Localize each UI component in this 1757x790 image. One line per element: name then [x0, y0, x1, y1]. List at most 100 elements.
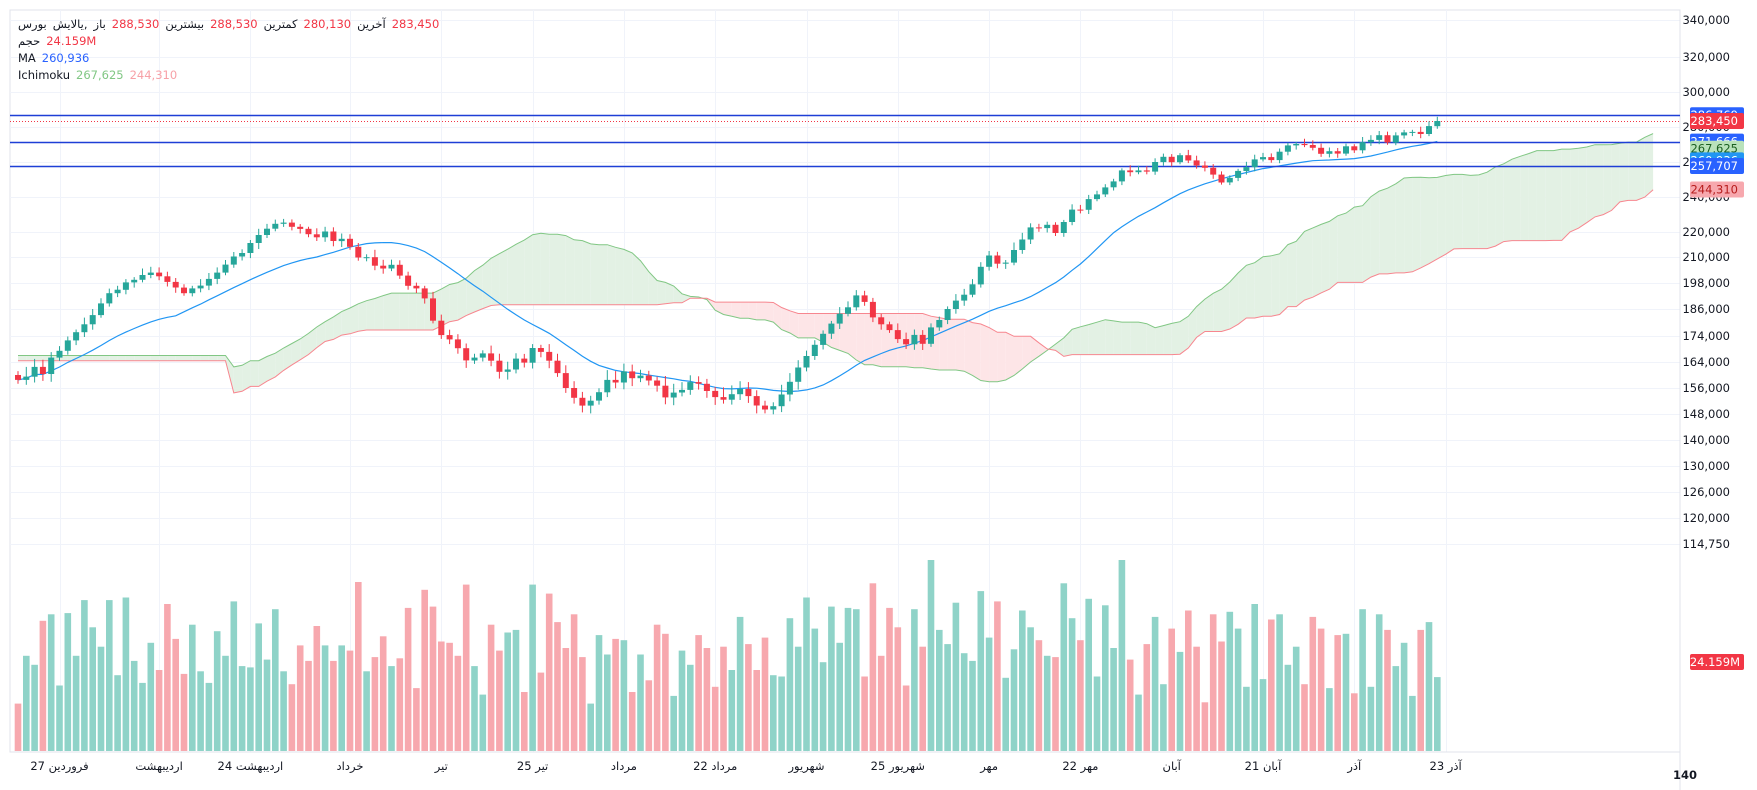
candle-body	[1417, 131, 1424, 134]
volume-bar	[1409, 695, 1416, 751]
volume-bar	[122, 597, 130, 751]
volume-bar	[164, 604, 171, 751]
candle-body	[1334, 151, 1341, 154]
ichimoku-cloud-segment	[441, 284, 450, 326]
ichimoku-cloud-segment	[947, 319, 956, 370]
volume-bar	[421, 589, 428, 751]
candle-body	[828, 323, 835, 334]
price-axis-tick: 340,000	[1682, 13, 1730, 27]
ichimoku-cloud-segment	[1387, 183, 1396, 274]
candle-body	[820, 333, 827, 345]
ichimoku-cloud-segment	[76, 355, 85, 361]
candle-body	[936, 320, 943, 328]
volume-bar	[155, 670, 163, 751]
candle-body	[753, 396, 760, 406]
candle-body	[1326, 151, 1333, 154]
volume-bar	[1434, 677, 1441, 751]
ichimoku-cloud-segment	[1404, 177, 1413, 273]
volume-bar	[612, 638, 619, 751]
candle-body	[513, 358, 519, 370]
volume-bar	[504, 632, 511, 751]
ichimoku-cloud-segment	[964, 319, 973, 376]
ichimoku-cloud-segment	[1644, 133, 1654, 198]
ichimoku-cloud-segment	[1337, 213, 1346, 283]
legend-volume-row: حجم 24.159M	[18, 33, 445, 50]
volume-bar	[1226, 611, 1234, 751]
ichimoku-cloud-segment	[1213, 289, 1222, 332]
candle-body	[737, 389, 744, 395]
volume-bar	[736, 616, 744, 751]
ichimoku-cloud-segment	[1204, 293, 1214, 332]
legend-ma-row[interactable]: MA 260,936	[18, 50, 445, 67]
candle-body	[297, 226, 304, 229]
candle-body	[894, 330, 901, 340]
time-axis-label: 24 اردیبهشت	[218, 759, 284, 774]
candle-body	[23, 376, 30, 380]
volume-bar	[637, 654, 644, 751]
candle-body	[313, 234, 320, 238]
ichimoku-cloud-segment	[250, 360, 259, 387]
time-axis-label: تیر	[434, 759, 448, 774]
volume-badge	[1690, 654, 1744, 670]
candle-body	[247, 243, 254, 253]
ichimoku-cloud-segment	[740, 302, 749, 319]
time-axis-label: مهر	[979, 759, 998, 774]
volume-bar	[429, 606, 437, 751]
candle-body	[463, 348, 470, 361]
time-axis-label: خرداد	[337, 759, 364, 774]
ichimoku-cloud-segment	[599, 244, 608, 305]
candle-body	[39, 366, 46, 374]
volume-bar	[438, 641, 445, 751]
candle-body	[48, 357, 55, 374]
candle-body	[911, 334, 918, 345]
candle-body	[521, 358, 528, 363]
ichimoku-cloud-segment	[1238, 265, 1247, 325]
time-axis-label: 25 شهریور	[871, 759, 925, 774]
ichimoku-cloud-segment	[1105, 319, 1114, 355]
ichimoku-cloud-segment	[167, 355, 176, 361]
time-axis-label: اردیبهشت	[135, 759, 182, 774]
ichimoku-cloud-segment	[457, 278, 467, 321]
ichimoku-cloud-segment	[540, 233, 550, 305]
ichimoku-cloud-segment	[897, 313, 907, 367]
volume-bar	[1342, 633, 1350, 751]
ichimoku-cloud-segment	[134, 355, 143, 361]
ichimoku-cloud-segment	[607, 244, 616, 305]
ichimoku-cloud-segment	[142, 355, 151, 361]
volume-bar	[545, 593, 553, 751]
candle-body	[869, 301, 876, 318]
candle-body	[795, 367, 802, 382]
ichimoku-cloud-segment	[184, 355, 193, 361]
candle-body	[205, 278, 212, 286]
candle-body	[1027, 227, 1034, 240]
volume-bar	[828, 606, 835, 751]
legend-low: 280,130	[303, 17, 352, 31]
ichimoku-cloud-segment	[1312, 224, 1322, 298]
time-axis-label: شهریور	[788, 759, 825, 774]
ichimoku-span-b-line	[18, 189, 1654, 394]
volume-bar	[1052, 657, 1059, 751]
ichimoku-cloud-segment	[1030, 336, 1039, 362]
legend-ichimoku-row[interactable]: Ichimoku 267,625 244,310	[18, 67, 445, 84]
candle-body	[305, 228, 312, 235]
ichimoku-cloud-segment	[1163, 323, 1172, 355]
volume-bar	[379, 636, 387, 751]
ichimoku-cloud-segment	[291, 338, 301, 365]
volume-bar	[778, 676, 785, 751]
candle-body	[952, 300, 959, 309]
candle-body	[1210, 167, 1217, 175]
price-axis-tick: 300,000	[1682, 85, 1730, 99]
legend-close-label: آخرین	[357, 17, 386, 31]
candle-body	[1069, 209, 1076, 222]
price-axis-tick: 164,000	[1682, 355, 1730, 369]
volume-bar	[1425, 622, 1433, 751]
ichimoku-cloud-segment	[267, 353, 276, 382]
legend-status: یالایش,	[52, 17, 88, 31]
volume-bar	[97, 646, 105, 751]
volume-bar	[305, 660, 312, 751]
candle-body	[1060, 222, 1067, 233]
candle-body	[1193, 160, 1200, 166]
ichimoku-cloud-segment	[1379, 188, 1388, 274]
